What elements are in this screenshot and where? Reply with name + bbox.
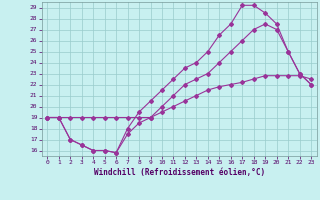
X-axis label: Windchill (Refroidissement éolien,°C): Windchill (Refroidissement éolien,°C)	[94, 168, 265, 177]
